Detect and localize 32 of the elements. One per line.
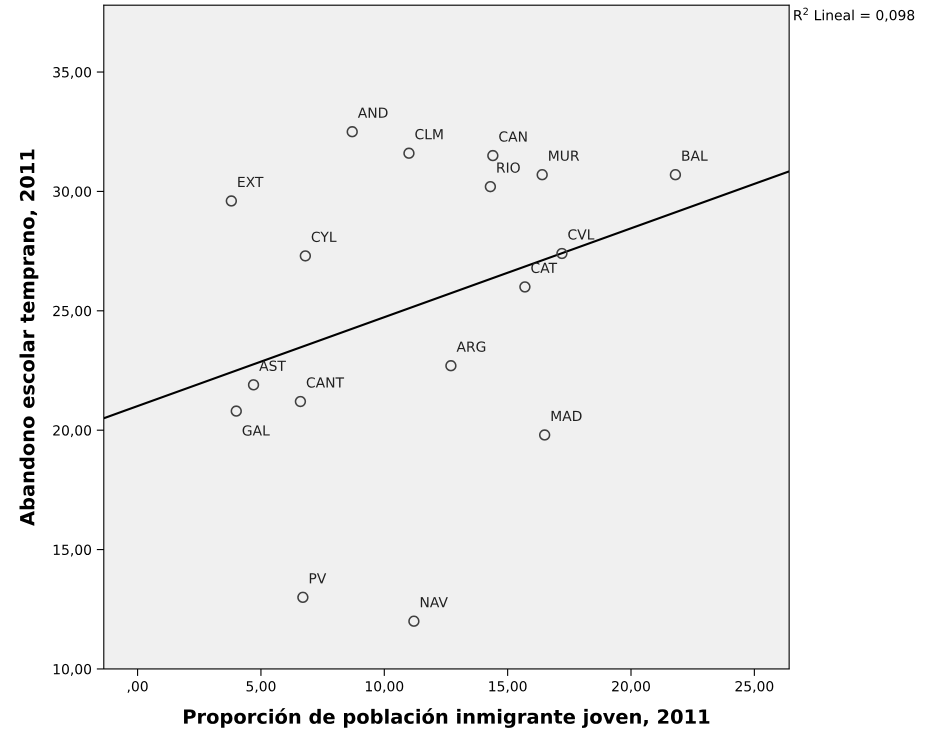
annotation: PV — [310, 573, 326, 584]
annotation: AND — [358, 108, 388, 118]
annotation: MAD — [552, 410, 582, 421]
annotation: CAT — [531, 262, 558, 274]
x-tick-label: 10,00 — [366, 681, 404, 693]
text: R$^{2}$ Lineal = 0,098 — [794, 8, 914, 22]
annotation: MUR — [549, 150, 580, 161]
annotation: RIO — [497, 162, 520, 173]
x-tick-label: 20,00 — [612, 681, 650, 693]
annotation: NAV — [420, 597, 448, 608]
annotation: CANT — [306, 377, 344, 388]
y-tick-label: 25,00 — [53, 306, 92, 318]
annotation: GAL — [242, 425, 270, 436]
x-tick-label: 25,00 — [735, 681, 774, 693]
annotation: ARG — [456, 341, 486, 352]
annotation: CVL — [568, 229, 594, 240]
annotation: CAN — [499, 131, 527, 142]
annotation: CLM — [415, 128, 443, 140]
annotation: CYL — [312, 232, 336, 242]
annotation: BAL — [682, 150, 708, 161]
y-tick-label: 15,00 — [54, 544, 92, 556]
y-tick-label: 10,00 — [54, 664, 92, 676]
x-tick-label: ,00 — [128, 681, 148, 693]
y-axis-title: Abandono escolar temprano, 2011 — [20, 149, 38, 526]
x-tick-label: 15,00 — [489, 681, 527, 693]
x-axis-title: Proporción de población inmigrante joven, 2011 — [184, 708, 710, 728]
y-tick-label: 20,00 — [53, 425, 92, 438]
x-tick-label: 5,00 — [246, 681, 276, 693]
y-tick-label: 35,00 — [53, 67, 92, 79]
annotation: AST — [259, 360, 286, 372]
annotation: EXT — [238, 176, 264, 187]
y-tick-label: 30,00 — [53, 186, 92, 198]
